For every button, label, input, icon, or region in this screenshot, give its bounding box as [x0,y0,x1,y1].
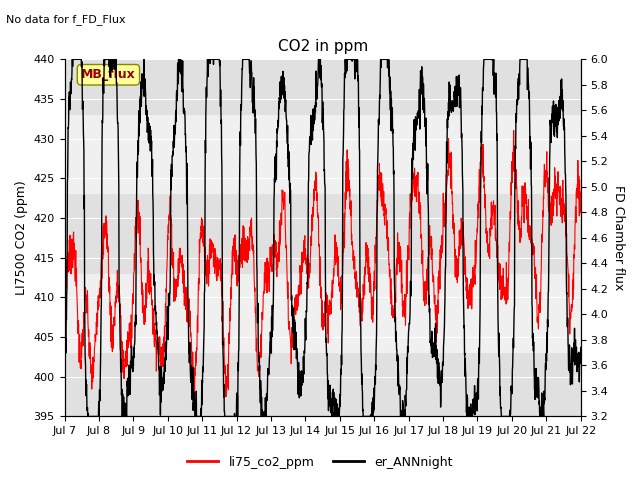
Y-axis label: LI7500 CO2 (ppm): LI7500 CO2 (ppm) [15,180,28,295]
Legend: li75_co2_ppm, er_ANNnight: li75_co2_ppm, er_ANNnight [182,451,458,474]
Bar [65,353,580,417]
Text: MB_flux: MB_flux [81,68,136,81]
Bar [65,115,580,194]
Title: CO2 in ppm: CO2 in ppm [278,39,368,54]
Y-axis label: FD Chamber flux: FD Chamber flux [612,185,625,290]
Bar [65,274,580,353]
Text: No data for f_FD_Flux: No data for f_FD_Flux [6,14,126,25]
Bar [65,194,580,274]
Bar [65,60,580,115]
